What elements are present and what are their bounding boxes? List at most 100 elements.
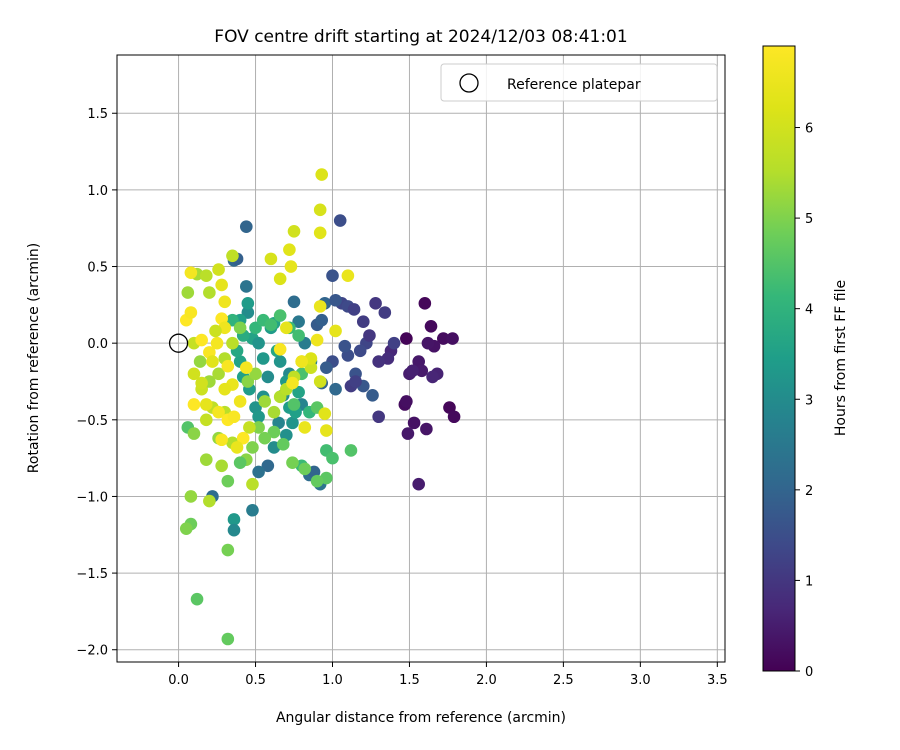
data-point — [292, 385, 305, 399]
reference-point-icon — [168, 333, 189, 353]
data-point — [206, 355, 219, 368]
colorbar-tick-label: 3 — [805, 393, 813, 408]
data-point — [261, 459, 275, 473]
data-point — [287, 295, 301, 309]
data-point — [292, 329, 305, 342]
y-tick-label: 1.5 — [87, 107, 108, 122]
colorbar: 0 1 2 3 4 5 6 Hours from first FF file — [762, 45, 849, 680]
data-point — [187, 398, 201, 411]
data-point — [203, 286, 216, 299]
y-tick-label: −1.5 — [76, 567, 108, 582]
data-point — [329, 293, 342, 307]
data-point — [424, 320, 438, 333]
data-point — [344, 444, 358, 457]
data-point — [258, 395, 272, 408]
data-point — [203, 494, 216, 508]
data-point — [241, 375, 255, 388]
data-point — [230, 441, 244, 454]
data-point — [320, 361, 333, 374]
x-tick-label: 2.5 — [553, 673, 574, 688]
colorbar-tick-label: 0 — [805, 665, 813, 680]
data-point — [227, 523, 241, 537]
data-point — [310, 474, 324, 488]
data-point — [184, 490, 198, 503]
data-point — [212, 405, 225, 419]
data-point — [249, 321, 262, 335]
data-point — [273, 309, 287, 322]
data-point — [437, 332, 450, 345]
x-tick-label: 0.0 — [168, 673, 189, 688]
data-point — [184, 266, 198, 279]
data-point — [369, 297, 382, 310]
data-point — [264, 252, 278, 266]
data-point — [326, 269, 339, 283]
data-point — [195, 333, 208, 347]
data-point — [347, 303, 361, 316]
data-point — [212, 263, 225, 276]
data-point — [210, 336, 224, 350]
data-point — [310, 333, 324, 347]
data-point — [313, 300, 327, 313]
data-point — [239, 361, 253, 374]
x-tick-label: 1.0 — [322, 673, 343, 688]
data-point — [179, 522, 193, 535]
data-point — [372, 355, 385, 368]
data-point — [227, 410, 241, 424]
data-point — [353, 344, 367, 358]
data-point — [236, 431, 250, 445]
x-tick-label: 0.5 — [245, 673, 266, 688]
data-point — [313, 226, 327, 240]
plot-frame — [116, 54, 726, 663]
data-point — [366, 388, 379, 402]
y-axis-label: Rotation from reference (arcmin) — [26, 243, 42, 473]
chart-title: FOV centre drift starting at 2024/12/03 … — [214, 27, 627, 47]
data-point — [283, 243, 296, 256]
data-point — [215, 278, 228, 292]
x-tick-label: 3.5 — [707, 673, 728, 688]
data-point — [233, 321, 247, 335]
data-point — [252, 465, 265, 479]
x-tick-label: 3.0 — [630, 673, 651, 688]
data-point — [292, 315, 305, 329]
data-point — [212, 367, 225, 381]
data-point — [249, 367, 262, 381]
data-point — [187, 367, 201, 381]
data-point — [181, 286, 195, 299]
data-point — [276, 438, 290, 451]
data-point — [295, 355, 309, 368]
data-point — [243, 421, 256, 434]
data-point — [221, 632, 235, 646]
data-point — [221, 474, 235, 488]
data-point — [193, 355, 207, 368]
data-point — [246, 441, 259, 454]
data-point — [421, 336, 435, 350]
y-tick-label: 1.0 — [87, 184, 108, 199]
data-point — [215, 459, 228, 473]
x-axis-label: Angular distance from reference (arcmin) — [276, 710, 566, 726]
data-point — [400, 395, 413, 408]
y-axis-ticks: −2.0 −1.5 −1.0 −0.5 0.0 0.5 1.0 1.5 — [76, 107, 117, 659]
data-point — [418, 297, 432, 310]
data-point — [239, 280, 253, 293]
data-point — [246, 503, 259, 517]
data-point — [349, 375, 362, 388]
data-point — [412, 477, 425, 491]
data-point — [267, 425, 281, 439]
data-point — [287, 398, 301, 411]
data-point — [315, 168, 329, 181]
data-point — [209, 324, 222, 338]
data-point — [415, 364, 429, 378]
data-point — [372, 410, 385, 424]
data-point — [363, 329, 376, 342]
data-point — [184, 306, 198, 319]
legend-entry-reference: Reference platepar — [507, 77, 641, 93]
data-point — [446, 332, 459, 345]
data-point — [341, 269, 355, 283]
data-point — [264, 318, 278, 332]
data-point — [318, 407, 332, 420]
data-point — [226, 313, 239, 327]
data-point — [199, 269, 213, 283]
data-point — [226, 336, 239, 350]
data-point — [241, 297, 255, 310]
